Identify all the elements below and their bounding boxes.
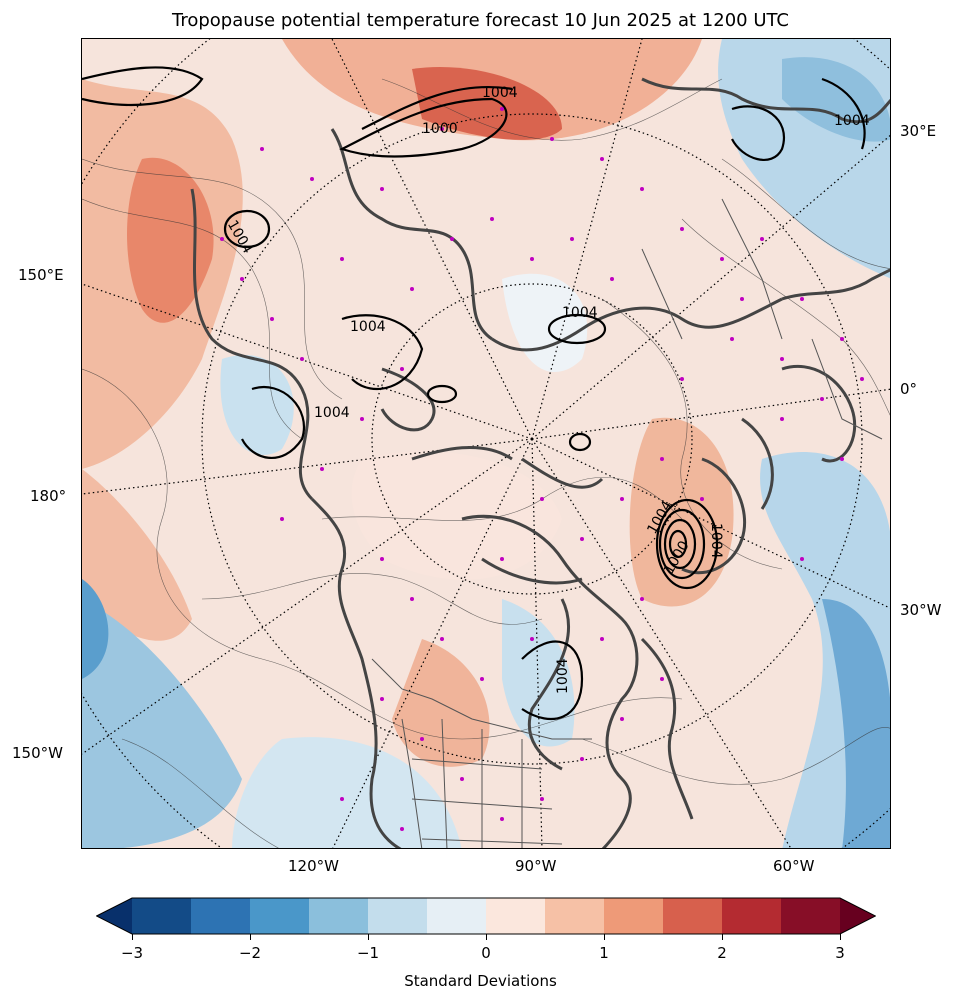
lon-label-30w: 30°W — [900, 601, 942, 619]
anomaly-cool-us-west — [232, 737, 462, 848]
political-borders — [371, 198, 883, 848]
coastlines — [190, 77, 890, 848]
isobar-label: 1004 — [555, 658, 571, 694]
colorbar-cell — [191, 898, 251, 934]
anomaly-cool-sw-core — [82, 579, 109, 679]
colorbar-tick-label: 3 — [835, 944, 845, 962]
lon-label-120w: 120°W — [288, 857, 339, 875]
isobar-label: 1004 — [350, 319, 386, 335]
colorbar-tick-label: 0 — [481, 944, 491, 962]
colorbar-tick-mark — [368, 934, 369, 940]
anomaly-warm-north-core — [412, 67, 562, 140]
colorbar-cell — [545, 898, 605, 934]
station-markers — [220, 107, 864, 831]
anomaly-cool-sw — [82, 599, 242, 848]
anomaly-warm-core — [127, 157, 214, 323]
map-panel: 1004 1000 1004 1004 1004 1004 1004 1004 … — [81, 38, 891, 849]
lon-label-90w: 90°W — [515, 857, 557, 875]
colorbar — [96, 897, 876, 935]
lon-label-150w: 150°W — [12, 744, 63, 762]
colorbar-tick-mark — [840, 934, 841, 940]
isobar-label: 1004 — [482, 85, 518, 101]
colorbar-tick-mark — [604, 934, 605, 940]
map-title: Tropopause potential temperature forecas… — [171, 10, 790, 31]
colorbar-tick-mark — [132, 934, 133, 940]
colorbar-tick-label: −1 — [356, 944, 380, 962]
colorbar-cell — [309, 898, 369, 934]
colorbar-cell — [486, 898, 546, 934]
isobar-label: 1000 — [422, 121, 458, 137]
lon-label-180: 180° — [30, 487, 67, 505]
colorbar-tick-mark — [250, 934, 251, 940]
anomaly-neutral-arctic — [351, 451, 562, 580]
isobar-label: 1004 — [562, 305, 598, 321]
colorbar-cell — [250, 898, 310, 934]
lon-label-150e: 150°E — [18, 266, 64, 284]
colorbar-cell — [781, 898, 841, 934]
anomaly-cool-hudson — [502, 599, 575, 747]
isobar-label: 1004 — [834, 113, 870, 129]
isobar-label: 1004 — [314, 405, 350, 421]
colorbar-cell — [604, 898, 664, 934]
colorbar-cell — [132, 898, 192, 934]
anomaly-neutral-siberia — [502, 273, 588, 373]
isobars — [82, 66, 866, 721]
colorbar-tick-label: −2 — [238, 944, 262, 962]
colorbar-tick-mark — [486, 934, 487, 940]
lon-label-60w: 60°W — [773, 857, 815, 875]
graticule — [82, 39, 890, 848]
colorbar-tick-label: 2 — [717, 944, 727, 962]
colorbar-label: Standard Deviations — [404, 972, 557, 990]
anomaly-warm-atlantic — [629, 417, 734, 607]
anomaly-warm-pacific — [82, 469, 192, 641]
colorbar-tick-label: 1 — [599, 944, 609, 962]
anomaly-cool-east-core — [822, 599, 890, 848]
anomaly-cool-bering — [220, 355, 294, 455]
colorbar-extend-high — [840, 898, 876, 934]
lon-label-0: 0° — [900, 380, 918, 398]
colorbar-extend-low — [96, 898, 132, 934]
isobar-label: 1004 — [708, 523, 724, 559]
colorbar-cell — [368, 898, 428, 934]
colorbar-tick-label: −3 — [120, 944, 144, 962]
colorbar-tick-mark — [722, 934, 723, 940]
colorbar-cell — [722, 898, 782, 934]
colorbar-cell — [663, 898, 723, 934]
lon-label-30e: 30°E — [900, 122, 937, 140]
map-canvas: 1004 1000 1004 1004 1004 1004 1004 1004 … — [82, 39, 890, 848]
colorbar-cell — [427, 898, 487, 934]
theta-contours — [82, 78, 890, 848]
